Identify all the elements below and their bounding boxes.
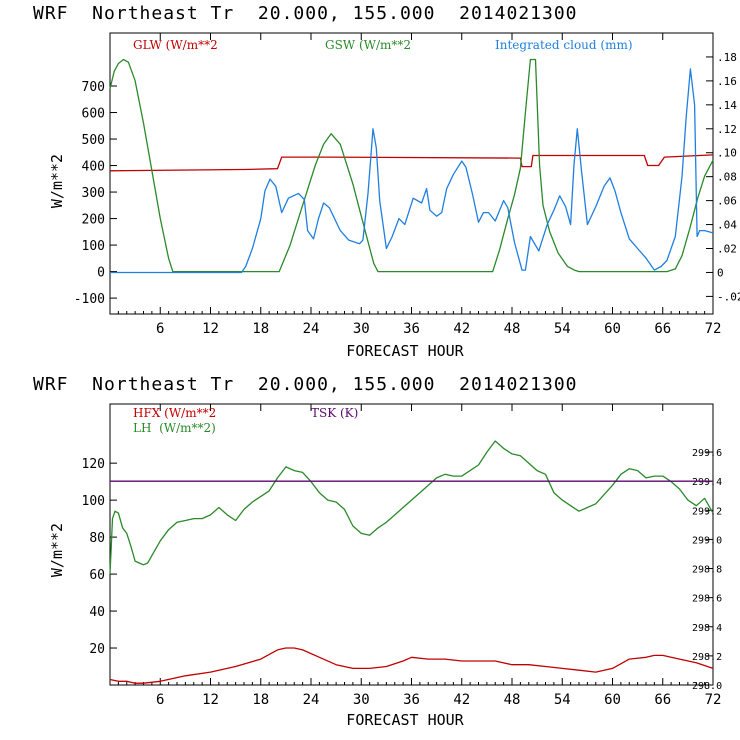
x-tick-label: 54 (554, 692, 571, 708)
y-tick-label: 100 (82, 494, 105, 509)
y2-tick-label: .04 (717, 219, 737, 232)
x-tick-label: 30 (353, 321, 370, 337)
x-tick-label: 12 (202, 321, 219, 337)
legend: HFX (W/m**2 LH (W/m**2) TSK (K) (133, 406, 358, 435)
y-tick-label: 400 (82, 160, 105, 175)
legend-entry-cloud: Integrated cloud (mm) (495, 38, 633, 52)
y-tick-label: 700 (82, 80, 105, 95)
chart-title: WRF Northeast Tr 20.000, 155.000 2014021… (33, 3, 578, 24)
y2-tick-label: .18 (717, 51, 737, 64)
y2-tick-label: 298.4 (692, 623, 722, 634)
y-tick-label: 40 (89, 605, 105, 620)
x-tick-label: 42 (453, 321, 470, 337)
x-tick-label: 24 (303, 321, 320, 337)
y2-tick-label: .14 (717, 99, 737, 112)
y-axis-ticks: 20 40 60 80 100 120 (82, 457, 117, 657)
series-line-glw (109, 154, 714, 172)
chart-title: WRF Northeast Tr 20.000, 155.000 2014021… (33, 374, 578, 395)
y-tick-label: 120 (82, 457, 105, 472)
legend: GLW (W/m**2 GSW (W/m**2 Integrated cloud… (133, 38, 633, 52)
x-tick-label: 18 (252, 692, 269, 708)
x-axis-label: FORECAST HOUR (346, 711, 464, 729)
series-line-gsw (109, 58, 714, 273)
x-tick-label: 12 (202, 692, 219, 708)
y2-axis-ticks: -.02 0 .02 .04 .06 .08 .10 .12 .14 .16 .18 (706, 51, 740, 303)
y2-tick-label: .06 (717, 195, 737, 208)
series-line-hfx (109, 647, 714, 684)
x-tick-label: 54 (554, 321, 571, 337)
x-axis-ticks: 6 12 18 24 30 36 42 48 54 60 66 72 (117, 404, 722, 708)
series-layer (109, 440, 714, 684)
y-tick-label: 200 (82, 213, 105, 228)
y2-tick-label: 298.0 (692, 681, 722, 692)
y-tick-label: 100 (82, 239, 105, 254)
series-layer (109, 58, 714, 274)
x-tick-label: 48 (504, 692, 521, 708)
y2-tick-label: .08 (717, 171, 737, 184)
legend-entry-hfx: HFX (W/m**2 (133, 406, 216, 420)
y2-tick-label: 299.6 (692, 448, 722, 459)
x-axis-ticks: 6 12 18 24 30 36 42 48 54 60 66 72 (117, 33, 722, 337)
y2-tick-label: 299.2 (692, 506, 722, 517)
x-tick-label: 30 (353, 692, 370, 708)
y-tick-label: 60 (89, 568, 105, 583)
y2-tick-label: 299.4 (692, 477, 722, 488)
x-tick-label: 6 (156, 692, 164, 708)
x-tick-label: 42 (453, 692, 470, 708)
x-tick-label: 66 (654, 321, 671, 337)
series-line-integrated (110, 68, 714, 274)
chart-bottom: WRF Northeast Tr 20.000, 155.000 2014021… (33, 374, 722, 729)
chart-top: WRF Northeast Tr 20.000, 155.000 2014021… (33, 3, 740, 360)
y2-tick-label: 0 (717, 266, 724, 279)
x-tick-label: 36 (403, 692, 420, 708)
x-tick-label: 36 (403, 321, 420, 337)
y2-tick-label: 299.0 (692, 535, 722, 546)
y-tick-label: 600 (82, 107, 105, 122)
y2-axis-ticks: 298.0 298.2 298.4 298.6 298.8 299.0 299.2 299.4… (692, 448, 722, 692)
x-tick-label: 6 (156, 321, 164, 337)
y-axis-label: W/m**2 (48, 154, 66, 208)
y2-tick-label: 298.8 (692, 565, 722, 576)
legend-entry-lh: LH (W/m**2) (133, 421, 216, 435)
x-tick-label: 72 (705, 692, 722, 708)
y2-tick-label: .02 (717, 243, 737, 256)
y-axis-label: W/m**2 (48, 523, 66, 577)
y2-tick-label: -.02 (717, 290, 740, 303)
plot-frame (109, 403, 714, 686)
y2-tick-label: 298.6 (692, 594, 722, 605)
x-axis-label: FORECAST HOUR (346, 342, 464, 360)
x-tick-label: 48 (504, 321, 521, 337)
y2-tick-label: .16 (717, 75, 737, 88)
series-line-lh (109, 440, 714, 575)
y2-tick-label: 298.2 (692, 652, 722, 663)
y-tick-label: 80 (89, 531, 105, 546)
legend-entry-tsk: TSK (K) (311, 406, 358, 420)
y2-tick-label: .12 (717, 123, 737, 136)
legend-entry-glw: GLW (W/m**2 (133, 38, 218, 52)
y-tick-label: 500 (82, 133, 105, 148)
y-tick-label: 20 (89, 642, 105, 657)
y-tick-label: -100 (74, 292, 105, 307)
y-tick-label: 300 (82, 186, 105, 201)
x-tick-label: 60 (604, 321, 621, 337)
x-tick-label: 72 (705, 321, 722, 337)
x-tick-label: 18 (252, 321, 269, 337)
x-tick-label: 66 (654, 692, 671, 708)
y-axis-ticks: -100 0 100 200 300 400 500 600 700 (74, 80, 117, 307)
y-tick-label: 0 (97, 266, 105, 281)
legend-entry-gsw: GSW (W/m**2 (325, 38, 411, 52)
x-tick-label: 24 (303, 692, 320, 708)
y2-tick-label: .10 (717, 147, 737, 160)
x-tick-label: 60 (604, 692, 621, 708)
